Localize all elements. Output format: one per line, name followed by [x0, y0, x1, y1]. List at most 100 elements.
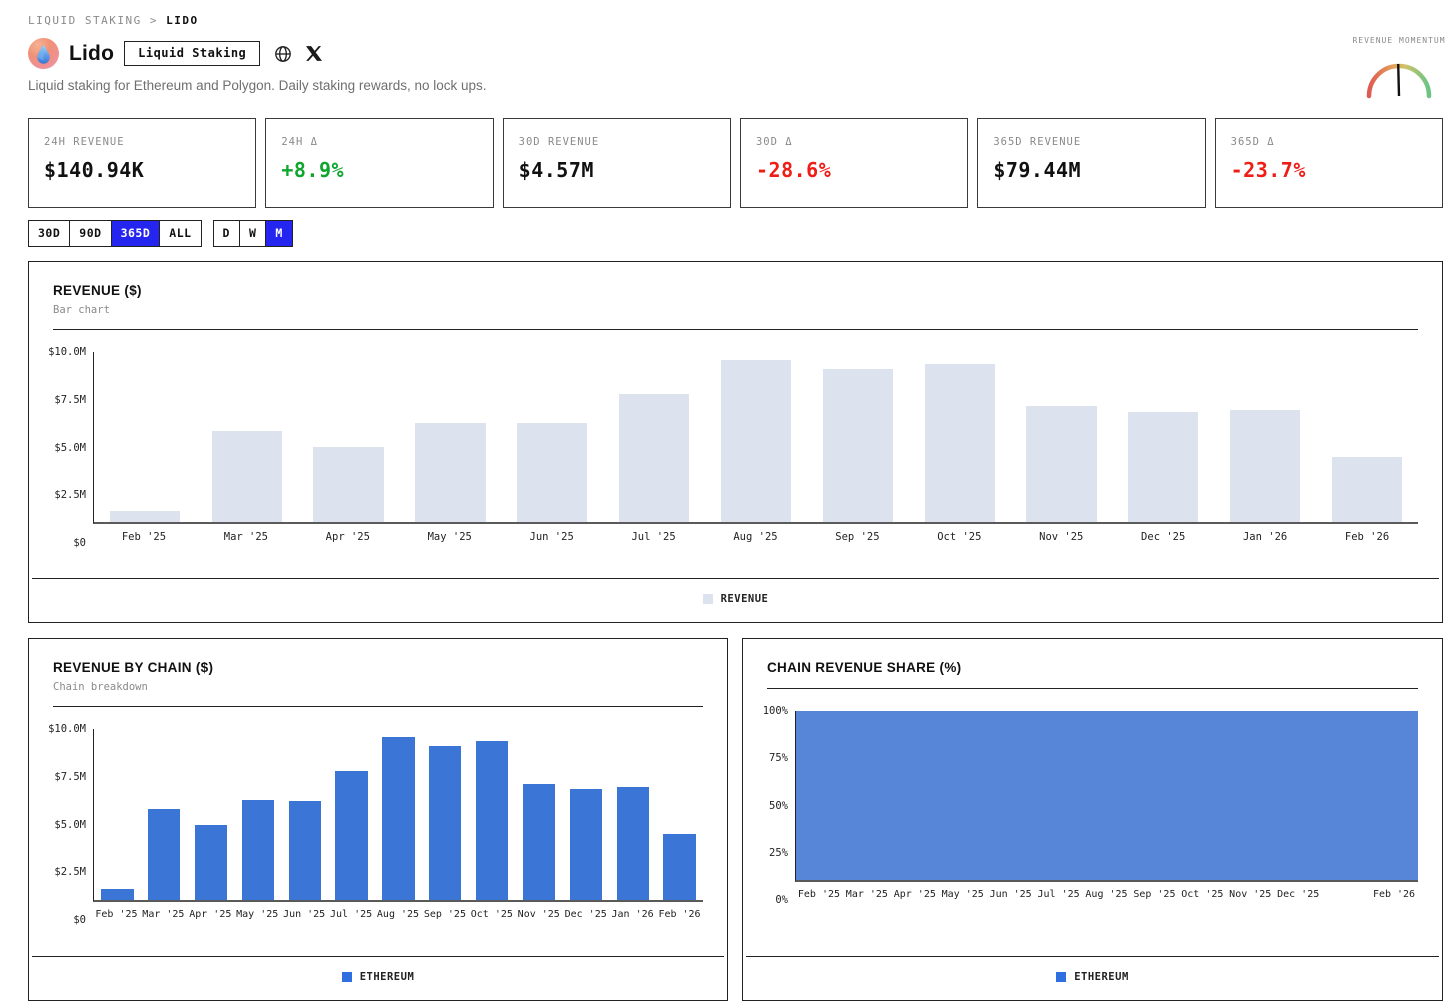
x-tick: Jan '26 — [1242, 531, 1288, 543]
y-tick: $7.5M — [54, 393, 86, 406]
legend-swatch-ethereum — [1056, 972, 1067, 982]
x-tick: Sep '25 — [835, 531, 880, 543]
stat-value: $79.44M — [993, 158, 1082, 182]
y-tick: $2.5M — [54, 489, 86, 502]
bar-column — [1112, 352, 1214, 522]
share-plot-area — [795, 711, 1418, 882]
stat-label: 30D Δ — [755, 136, 793, 148]
y-axis: 100% 75% 50% 25% 0% — [745, 705, 795, 906]
bar-Aug '25[interactable] — [720, 359, 792, 522]
y-tick: $10.0M — [48, 346, 86, 358]
x-tick: Oct '25 — [1181, 889, 1224, 900]
bar-May '25[interactable] — [241, 799, 275, 900]
bar-Dec '25[interactable] — [569, 788, 603, 900]
bar-May '25[interactable] — [415, 422, 486, 522]
bar-column — [516, 729, 563, 900]
granularity-button-group: D W M — [212, 220, 293, 247]
x-tick — [1322, 889, 1370, 900]
bar-Dec '25[interactable] — [1128, 411, 1199, 522]
x-twitter-icon[interactable] — [306, 46, 323, 61]
granularity-button-week[interactable]: W — [239, 221, 267, 246]
range-button-30d[interactable]: 30D — [29, 221, 71, 246]
stat-card-24h-revenue: 24H REVENUE $140.94K — [28, 118, 257, 208]
stat-value: $140.94K — [44, 158, 145, 182]
bar-Jul '25[interactable] — [619, 393, 690, 522]
legend-label-ethereum: ETHEREUM — [1074, 971, 1129, 983]
page-title: Lido — [69, 41, 115, 65]
x-tick: Jun '25 — [989, 889, 1032, 900]
revenue-chart: $10.0M $7.5M $5.0M $2.5M $0 Feb '25 Mar '25 Ap… — [29, 330, 1442, 549]
bar-Oct '25[interactable] — [476, 740, 509, 900]
bar-column — [656, 729, 703, 900]
bar-Feb '26[interactable] — [663, 834, 696, 900]
stat-card-365d-delta: 365D Δ -23.7% — [1214, 118, 1443, 208]
bar-column — [1316, 352, 1418, 522]
bar-Sep '25[interactable] — [429, 746, 462, 900]
bar-column — [705, 352, 807, 522]
range-button-365d[interactable]: 365D — [111, 221, 161, 246]
x-tick: Jun '25 — [529, 531, 574, 543]
share-chart-header: CHAIN REVENUE SHARE (%) — [743, 639, 1442, 675]
globe-icon[interactable] — [274, 45, 292, 63]
chart-subtitle: Bar chart — [53, 304, 110, 316]
range-button-90d[interactable]: 90D — [70, 221, 112, 246]
bar-Mar '25[interactable] — [211, 431, 282, 522]
y-tick: 0% — [775, 894, 788, 906]
stat-label: 24H REVENUE — [44, 136, 125, 148]
bar-Jan '26[interactable] — [1230, 409, 1301, 522]
bar-Apr '25[interactable] — [194, 824, 228, 900]
stat-value: +8.9% — [281, 158, 345, 182]
x-tick: Mar '25 — [845, 889, 888, 900]
bar-Feb '25[interactable] — [109, 510, 181, 522]
legend: ETHEREUM — [743, 956, 1442, 1000]
bar-Nov '25[interactable] — [1026, 406, 1097, 522]
bar-column — [501, 352, 603, 522]
y-tick: 25% — [769, 846, 788, 859]
y-tick: $10.0M — [48, 723, 86, 735]
bar-Feb '26[interactable] — [1331, 456, 1403, 522]
x-tick: Jul '25 — [329, 909, 373, 920]
x-tick: Aug '25 — [733, 531, 778, 543]
x-tick: Apr '25 — [189, 909, 232, 920]
range-button-all[interactable]: ALL — [160, 221, 201, 246]
momentum-label: REVENUE MOMENTUM — [1352, 36, 1446, 45]
bar-column — [909, 352, 1011, 522]
y-tick: 50% — [769, 799, 788, 812]
bar-Jun '25[interactable] — [288, 800, 321, 900]
x-tick: Oct '25 — [937, 531, 982, 543]
divider — [32, 956, 724, 957]
legend: ETHEREUM — [29, 956, 727, 1000]
bar-Nov '25[interactable] — [522, 783, 556, 900]
bar-Aug '25[interactable] — [382, 736, 415, 900]
stat-label: 30D REVENUE — [518, 136, 600, 148]
area-series-ETHEREUM[interactable] — [796, 711, 1418, 880]
bar-Feb '25[interactable] — [101, 888, 134, 900]
x-tick: May '25 — [941, 889, 984, 900]
bar-Apr '25[interactable] — [313, 447, 384, 522]
bar-Oct '25[interactable] — [924, 363, 995, 522]
bar-Jan '26[interactable] — [616, 787, 649, 900]
divider — [767, 688, 1418, 689]
legend-swatch-revenue — [702, 594, 713, 604]
granularity-button-month[interactable]: M — [266, 221, 292, 246]
revenue-by-chain-panel: REVENUE BY CHAIN ($) Chain breakdown $10… — [28, 638, 728, 1001]
header: Lido Liquid Staking — [28, 38, 1456, 69]
y-tick: $5.0M — [54, 441, 86, 454]
bar-Sep '25[interactable] — [822, 369, 893, 522]
breadcrumb-separator: > — [149, 14, 158, 27]
lido-logo — [28, 38, 59, 69]
bar-column — [422, 729, 469, 900]
legend-label-ethereum: ETHEREUM — [359, 971, 415, 983]
breadcrumb-section[interactable]: LIQUID STAKING — [28, 14, 142, 27]
bar-column — [298, 352, 400, 522]
bar-Jul '25[interactable] — [335, 770, 368, 900]
stat-card-365d-revenue: 365D REVENUE $79.44M — [977, 118, 1206, 208]
droplet-icon — [37, 44, 50, 64]
bar-Jun '25[interactable] — [517, 423, 588, 522]
x-tick: Feb '25 — [95, 909, 138, 920]
granularity-button-day[interactable]: D — [213, 221, 240, 246]
x-tick: Feb '25 — [797, 889, 841, 900]
x-tick: Aug '25 — [1085, 889, 1128, 900]
bar-column — [1214, 352, 1316, 522]
bar-Mar '25[interactable] — [148, 808, 181, 900]
